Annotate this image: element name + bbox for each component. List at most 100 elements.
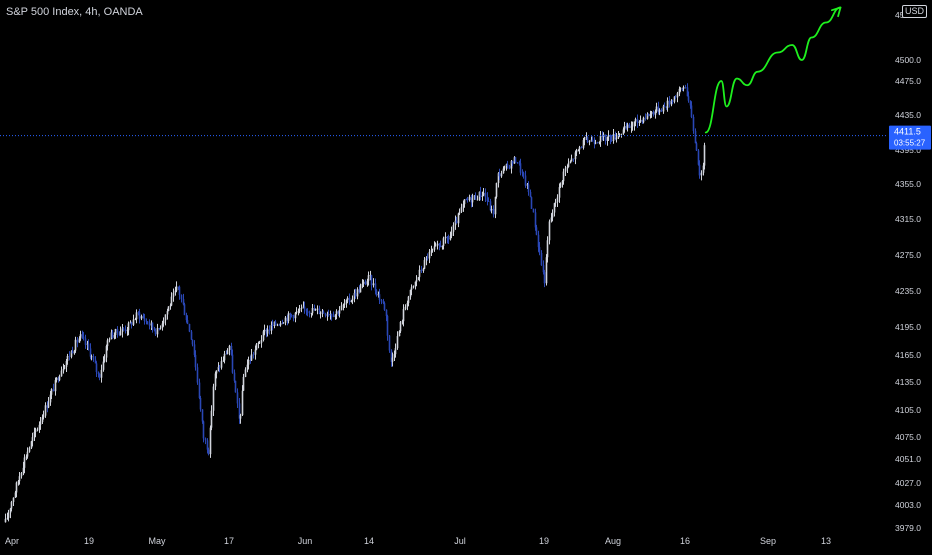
candle-body (34, 430, 37, 433)
candle-body (70, 351, 73, 357)
candle-body (74, 339, 77, 351)
candle-body (159, 327, 162, 329)
candle-body (558, 187, 561, 198)
candle-body (105, 346, 108, 358)
candle-body (441, 245, 444, 248)
candle-body (366, 280, 369, 285)
candle-body (129, 322, 132, 324)
candle-body (156, 328, 159, 335)
candle-body (154, 330, 157, 335)
candle-body (298, 308, 301, 312)
candle-body (391, 357, 394, 362)
candle-body (551, 212, 554, 218)
candle-body (506, 164, 509, 166)
candle-body (559, 182, 562, 188)
candle-body (177, 286, 180, 288)
candle-body (702, 165, 705, 173)
candle-body (689, 100, 692, 106)
currency-button[interactable]: USD (902, 5, 928, 18)
candle-body (527, 184, 530, 192)
candle-body (106, 340, 109, 347)
candle-body (687, 96, 690, 101)
candle-body (191, 339, 194, 345)
candle-body (207, 449, 210, 455)
candle-body (164, 314, 167, 321)
current-price-value: 4411.5 (894, 127, 921, 137)
candle-body (186, 320, 189, 324)
candle-body (182, 299, 185, 305)
candle-body (23, 457, 26, 468)
candle-body (393, 354, 396, 358)
candle-body (631, 125, 634, 127)
symbol-title[interactable]: S&P 500 Index, 4h, OANDA (6, 6, 143, 18)
candle-body (634, 119, 637, 122)
candle-body (412, 285, 415, 288)
candle-body (111, 332, 114, 338)
candle-body (150, 322, 153, 326)
candle-body (314, 309, 317, 311)
candle-body (620, 133, 623, 135)
time-tick-label: 19 (84, 536, 94, 546)
candle-body (546, 240, 549, 258)
price-axis[interactable] (888, 0, 932, 550)
candle-body (230, 345, 233, 355)
candle-body (607, 135, 610, 137)
candle-body (68, 356, 71, 357)
candle-body (422, 268, 425, 271)
time-tick-label: Aug (605, 536, 621, 546)
candle-body (646, 114, 649, 119)
candle-body (94, 359, 97, 364)
candle-body (420, 269, 423, 271)
candle-body (38, 424, 41, 430)
candle-body (100, 369, 103, 378)
candle-body (233, 372, 236, 381)
candle-body (623, 126, 626, 130)
candle-body (306, 311, 309, 313)
candle-body (415, 280, 418, 282)
candle-body (63, 366, 66, 369)
candle-body (31, 437, 34, 442)
candle-body (4, 518, 7, 523)
candle-body (351, 298, 354, 301)
candle-body (430, 250, 433, 252)
candle-body (369, 275, 372, 276)
candle-body (73, 350, 76, 354)
candle-body (490, 209, 493, 211)
candle-body (222, 360, 225, 362)
candle-body (665, 106, 668, 109)
candle-body (142, 316, 145, 319)
candle-body (622, 129, 625, 134)
price-tick-label: 4105.0 (895, 405, 921, 415)
candle-body (399, 321, 402, 332)
candle-body (185, 315, 188, 321)
candle-body (482, 192, 485, 196)
candle-body (95, 363, 98, 372)
candle-body (678, 88, 681, 94)
candle-body (428, 251, 431, 259)
candle-body (457, 213, 460, 224)
candle-body (572, 158, 575, 160)
candle-body (114, 328, 117, 335)
candle-body (470, 196, 473, 203)
candle-body (134, 319, 137, 321)
candle-body (289, 313, 292, 316)
time-tick-label: 14 (364, 536, 374, 546)
candle-body (10, 501, 13, 509)
candle-body (649, 113, 652, 117)
candle-body (479, 191, 482, 197)
candle-body (46, 405, 49, 408)
candle-body (442, 238, 445, 246)
candle-body (201, 409, 204, 422)
candle-body (476, 199, 479, 201)
candle-body (436, 243, 439, 246)
candle-body (268, 329, 271, 331)
candle-body (318, 308, 321, 314)
candle-body (257, 342, 260, 345)
candle-body (284, 317, 287, 323)
candle-body (434, 245, 437, 247)
candle-body (465, 199, 468, 201)
candle-body (647, 114, 650, 117)
candle-body (423, 260, 426, 269)
